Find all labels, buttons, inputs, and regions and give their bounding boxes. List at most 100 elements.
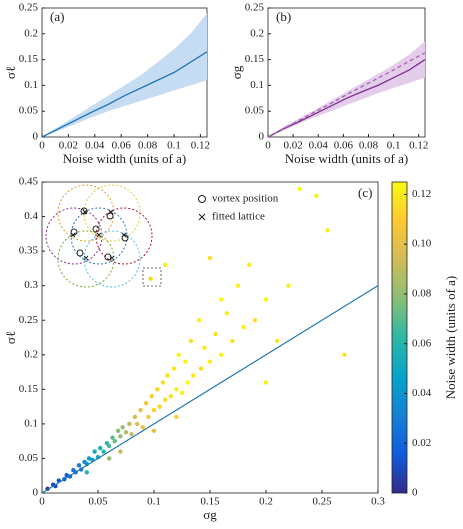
y-tick-label: 0.05 — [19, 452, 39, 464]
y-tick-label: 0.05 — [19, 105, 39, 117]
vortex-marker — [76, 249, 84, 257]
scatter-point — [179, 390, 185, 395]
y-tick-label: 0.1 — [250, 79, 264, 91]
scatter-point — [213, 331, 218, 337]
x-tick-label: 0.3 — [371, 496, 385, 508]
lattice-circle — [57, 230, 115, 288]
y-tick-label: 0.45 — [19, 176, 39, 188]
scatter-point — [146, 414, 151, 420]
scatter-point — [123, 429, 129, 435]
y-axis-label: σg — [229, 65, 244, 79]
scatter-point — [132, 414, 138, 420]
colorbar-tick-label: 0.06 — [412, 337, 432, 349]
scatter-point — [252, 318, 257, 323]
x-tick-label: 0.06 — [112, 140, 132, 152]
mean-line — [41, 51, 208, 138]
scatter-point — [84, 470, 90, 475]
scatter-point — [247, 262, 252, 268]
x-tick-label: 0.05 — [88, 496, 108, 508]
x-tick-label: 0.2 — [259, 496, 273, 508]
x-tick-label: 0.1 — [387, 140, 401, 152]
scatter-point — [101, 449, 106, 454]
scatter-point — [219, 297, 224, 302]
scatter-point — [143, 400, 149, 406]
scatter-point — [198, 366, 204, 371]
axes-box — [41, 181, 379, 494]
y-tick-label: 0.15 — [19, 383, 39, 395]
lattice-marker — [70, 209, 127, 261]
scatter-point — [224, 311, 229, 316]
colorbar-tick-label: 0.04 — [412, 387, 432, 399]
lattice-circle — [95, 207, 153, 265]
x-tick-label: 0.04 — [309, 140, 329, 152]
y-tick-label: 0 — [259, 131, 265, 143]
y-tick-label: 0.25 — [19, 314, 39, 326]
scatter-point — [219, 352, 224, 357]
y-tick-label: 0.3 — [24, 279, 38, 291]
x-tick-label: 0.02 — [59, 140, 78, 152]
scatter-point — [174, 387, 179, 392]
x-tick-label: 0 — [265, 140, 271, 152]
y-axis-label: σℓ — [3, 331, 18, 344]
y-axis-label: σℓ — [3, 66, 18, 79]
panel-label: (c) — [358, 185, 372, 200]
lattice-circle — [57, 184, 115, 242]
colorbar — [391, 181, 408, 494]
legend-label: vortex position — [212, 193, 279, 205]
x-tick-label: 0.1 — [147, 496, 161, 508]
scatter-point — [135, 421, 140, 427]
legend-circle — [198, 195, 206, 203]
y-tick-label: 0.2 — [24, 348, 38, 360]
x-tick-label: 0.12 — [191, 140, 210, 152]
y-tick-label: 0.4 — [24, 210, 38, 222]
scatter-point — [76, 463, 82, 468]
scatter-point — [168, 394, 173, 399]
scatter-point — [112, 438, 118, 444]
scatter-point — [286, 283, 291, 288]
y-tick-label: 0.1 — [24, 79, 38, 91]
scatter-point — [64, 472, 69, 478]
scatter-point — [163, 262, 168, 268]
x-tick-label: 0.12 — [409, 140, 428, 152]
vortex-marker — [106, 212, 114, 220]
y-tick-label: 0.35 — [19, 245, 39, 257]
fit-line — [267, 52, 426, 138]
scatter-point — [263, 297, 269, 302]
x-tick-label: 0.25 — [312, 496, 332, 508]
scatter-point — [149, 394, 154, 399]
scatter-point — [127, 421, 132, 427]
vortex-marker — [92, 225, 100, 233]
x-axis-label: Noise width (units of a) — [285, 151, 408, 166]
scatter-point — [342, 352, 347, 357]
scatter-point — [207, 255, 213, 261]
scatter-point — [110, 435, 115, 440]
scatter-point — [118, 449, 123, 454]
x-tick-label: 0.08 — [359, 140, 379, 152]
scatter-point — [171, 366, 177, 371]
x-tick-label: 0.02 — [283, 140, 302, 152]
x-tick-label: 0.15 — [200, 496, 220, 508]
x-tick-label: 0 — [39, 496, 45, 508]
highlight-box — [142, 267, 162, 287]
scatter-point — [155, 387, 160, 392]
y-tick-label: 0.15 — [245, 53, 265, 65]
scatter-point — [107, 443, 112, 449]
x-tick-label: 0.04 — [85, 140, 105, 152]
mean-line — [267, 59, 426, 138]
colorbar-tick-label: 0.10 — [412, 238, 432, 250]
x-tick-label: 0.1 — [167, 140, 181, 152]
scatter-point — [176, 352, 181, 357]
y-tick-label: 0.2 — [250, 27, 264, 39]
scatter-point — [235, 283, 241, 288]
scatter-point — [188, 338, 194, 344]
panel-label: (a) — [50, 9, 64, 24]
scatter-point — [138, 407, 143, 413]
scatter-point — [151, 407, 157, 413]
scatter-point — [275, 338, 280, 344]
inset-markers — [70, 195, 206, 287]
vortex-marker — [70, 228, 78, 236]
scatter-point — [107, 456, 112, 461]
y-tick-label: 0 — [33, 487, 39, 499]
scatter-point — [314, 193, 319, 199]
scatter-point — [92, 449, 97, 454]
